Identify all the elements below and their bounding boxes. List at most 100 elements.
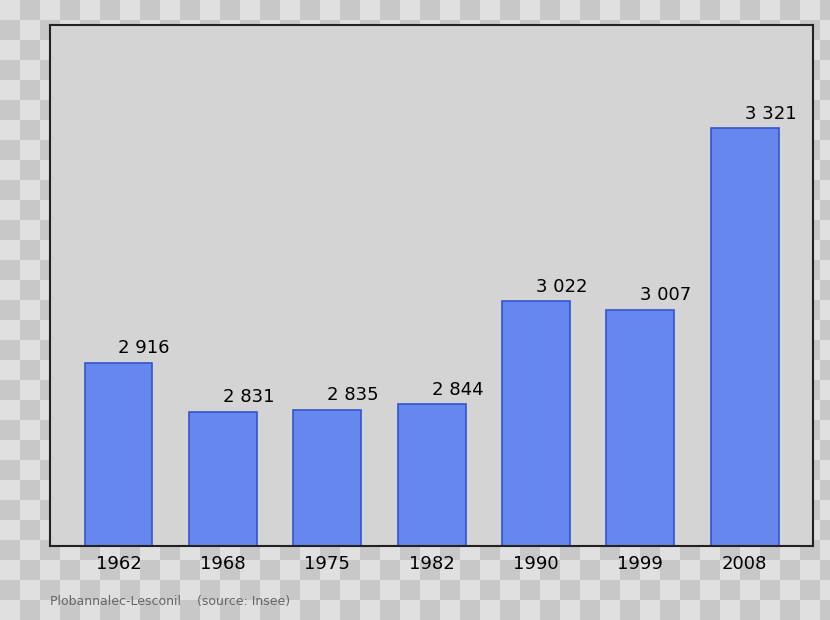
Bar: [720, 360, 740, 380]
Bar: [480, 460, 500, 480]
Bar: [540, 360, 560, 380]
Bar: [120, 120, 140, 140]
Bar: [680, 20, 700, 40]
Bar: [560, 180, 580, 200]
Bar: [240, 400, 260, 420]
Bar: [620, 200, 640, 220]
Bar: [260, 600, 280, 620]
Bar: [760, 420, 780, 440]
Bar: [680, 220, 700, 240]
Bar: [400, 480, 420, 500]
Bar: [300, 540, 320, 560]
Bar: [40, 260, 60, 280]
Bar: [120, 260, 140, 280]
Bar: [60, 360, 80, 380]
Bar: [160, 400, 180, 420]
Bar: [80, 180, 100, 200]
Bar: [200, 200, 220, 220]
Bar: [40, 340, 60, 360]
Bar: [340, 200, 360, 220]
Bar: [600, 20, 620, 40]
Bar: [380, 200, 400, 220]
Bar: [620, 160, 640, 180]
Bar: [660, 580, 680, 600]
Bar: [340, 360, 360, 380]
Bar: [600, 420, 620, 440]
Bar: [80, 340, 100, 360]
Bar: [320, 280, 340, 300]
Bar: [520, 0, 540, 20]
Bar: [720, 420, 740, 440]
Bar: [660, 80, 680, 100]
Bar: [320, 360, 340, 380]
Bar: [180, 420, 200, 440]
Bar: [820, 200, 830, 220]
Bar: [480, 100, 500, 120]
Bar: [20, 440, 40, 460]
Bar: [320, 160, 340, 180]
Bar: [40, 120, 60, 140]
Bar: [520, 20, 540, 40]
Bar: [140, 440, 160, 460]
Bar: [220, 600, 240, 620]
Bar: [280, 300, 300, 320]
Bar: [120, 300, 140, 320]
Bar: [500, 80, 520, 100]
Bar: [260, 340, 280, 360]
Bar: [260, 420, 280, 440]
Bar: [680, 120, 700, 140]
Bar: [260, 100, 280, 120]
Bar: [160, 180, 180, 200]
Bar: [500, 220, 520, 240]
Bar: [680, 300, 700, 320]
Bar: [540, 480, 560, 500]
Bar: [720, 280, 740, 300]
Bar: [480, 380, 500, 400]
Bar: [740, 300, 760, 320]
Bar: [760, 580, 780, 600]
Bar: [280, 440, 300, 460]
Bar: [780, 280, 800, 300]
Bar: [100, 380, 120, 400]
Bar: [240, 580, 260, 600]
Bar: [460, 260, 480, 280]
Bar: [300, 200, 320, 220]
Bar: [760, 280, 780, 300]
Bar: [120, 400, 140, 420]
Bar: [520, 420, 540, 440]
Bar: [420, 180, 440, 200]
Bar: [580, 40, 600, 60]
Bar: [520, 460, 540, 480]
Bar: [200, 600, 220, 620]
Bar: [660, 280, 680, 300]
Bar: [620, 360, 640, 380]
Bar: [220, 440, 240, 460]
Bar: [40, 460, 60, 480]
Bar: [100, 500, 120, 520]
Bar: [120, 280, 140, 300]
Bar: [300, 240, 320, 260]
Bar: [0, 560, 20, 580]
Bar: [300, 100, 320, 120]
Bar: [500, 340, 520, 360]
Bar: [400, 440, 420, 460]
Bar: [300, 520, 320, 540]
Bar: [640, 440, 660, 460]
Bar: [240, 160, 260, 180]
Bar: [800, 600, 820, 620]
Bar: [720, 40, 740, 60]
Bar: [500, 180, 520, 200]
Bar: [220, 580, 240, 600]
Bar: [60, 120, 80, 140]
Bar: [20, 220, 40, 240]
Bar: [800, 580, 820, 600]
Bar: [580, 300, 600, 320]
Bar: [540, 80, 560, 100]
Bar: [80, 220, 100, 240]
Bar: [600, 260, 620, 280]
Bar: [240, 0, 260, 20]
Bar: [460, 220, 480, 240]
Bar: [580, 580, 600, 600]
Bar: [700, 360, 720, 380]
Bar: [80, 40, 100, 60]
